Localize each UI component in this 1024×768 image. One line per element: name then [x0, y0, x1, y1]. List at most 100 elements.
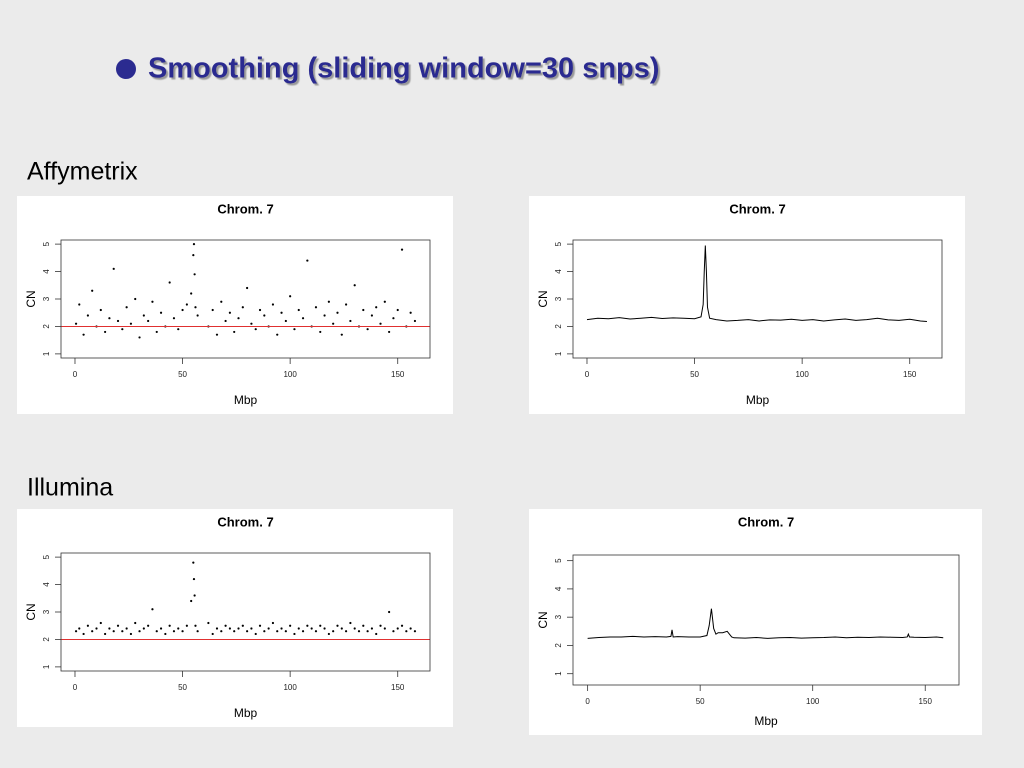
data-point — [99, 308, 102, 312]
data-point — [246, 630, 249, 633]
data-point — [409, 627, 412, 630]
data-point — [319, 624, 322, 627]
data-point — [190, 292, 193, 295]
data-point — [392, 630, 395, 633]
data-point — [379, 322, 382, 325]
data-point — [125, 306, 128, 309]
data-point — [78, 627, 81, 630]
data-point — [196, 630, 199, 633]
data-point — [289, 295, 292, 298]
data-point — [104, 632, 107, 636]
data-point — [276, 630, 279, 633]
data-point — [276, 333, 279, 336]
data-point — [207, 621, 210, 625]
data-point — [181, 630, 184, 633]
data-point — [306, 259, 309, 262]
data-point — [172, 317, 176, 320]
chart-panel — [17, 196, 453, 414]
data-point — [215, 333, 219, 336]
data-point — [142, 314, 145, 317]
data-point — [271, 303, 275, 306]
y-tick-label: 2 — [42, 324, 51, 329]
data-point — [314, 306, 318, 309]
plot-frame — [572, 239, 943, 359]
plot-frame — [572, 554, 960, 686]
x-axis-label: Mbp — [234, 706, 258, 720]
x-tick-label: 100 — [283, 683, 297, 692]
data-point — [289, 624, 292, 627]
x-axis-label: Mbp — [746, 393, 770, 407]
data-point — [172, 630, 176, 633]
data-point — [91, 630, 94, 633]
data-point — [237, 627, 240, 630]
data-point — [193, 273, 196, 276]
data-point — [129, 632, 133, 636]
data-point — [357, 630, 361, 633]
data-point — [301, 630, 305, 633]
data-point — [211, 632, 214, 636]
data-point — [383, 627, 386, 630]
y-tick-label: 3 — [554, 296, 563, 301]
data-point — [400, 248, 404, 251]
data-point — [263, 630, 266, 633]
data-point — [177, 627, 180, 630]
data-point — [297, 627, 300, 630]
data-point — [86, 624, 89, 627]
data-point — [190, 599, 193, 603]
x-tick-label: 50 — [178, 370, 187, 379]
data-point — [314, 630, 318, 633]
data-point — [134, 621, 137, 625]
data-point — [340, 333, 343, 336]
data-point — [164, 632, 167, 636]
x-tick-label: 100 — [806, 697, 820, 706]
data-point — [258, 624, 262, 627]
data-point — [86, 314, 89, 317]
data-point — [370, 314, 374, 317]
data-point — [159, 311, 163, 314]
data-point — [237, 317, 240, 320]
y-tick-label: 2 — [554, 643, 563, 648]
x-tick-label: 50 — [178, 683, 187, 692]
chart-panel — [529, 196, 965, 414]
data-point — [344, 630, 348, 633]
data-point — [194, 306, 197, 309]
data-point — [388, 330, 391, 334]
data-point — [108, 627, 111, 630]
bullet — [116, 59, 136, 79]
data-point — [280, 627, 283, 630]
data-point — [220, 630, 223, 633]
data-point — [147, 624, 150, 627]
data-point — [192, 577, 196, 581]
y-axis-label: CN — [536, 611, 550, 628]
data-point — [104, 330, 107, 334]
x-tick-label: 0 — [73, 370, 78, 379]
data-point — [112, 630, 115, 633]
data-point — [332, 630, 335, 633]
data-point — [405, 630, 408, 633]
data-point — [396, 308, 399, 312]
data-point — [116, 624, 120, 627]
x-tick-label: 100 — [283, 370, 297, 379]
data-point — [211, 308, 214, 312]
x-tick-label: 100 — [795, 370, 809, 379]
data-point — [220, 300, 223, 303]
data-point — [366, 328, 369, 331]
data-point — [196, 314, 199, 317]
data-point — [383, 300, 386, 303]
chart-panel — [529, 509, 982, 735]
data-point — [362, 308, 365, 312]
data-point — [353, 627, 356, 630]
plot-frame — [60, 239, 431, 359]
y-tick-label: 5 — [554, 241, 563, 246]
data-point — [263, 314, 266, 317]
data-point — [400, 624, 404, 627]
data-point — [349, 621, 352, 625]
data-point — [228, 311, 232, 314]
data-point — [284, 319, 287, 323]
data-point — [74, 322, 78, 325]
data-point — [336, 311, 339, 314]
data-point — [151, 608, 154, 611]
x-axis-label: Mbp — [754, 714, 778, 728]
data-point — [116, 319, 120, 323]
